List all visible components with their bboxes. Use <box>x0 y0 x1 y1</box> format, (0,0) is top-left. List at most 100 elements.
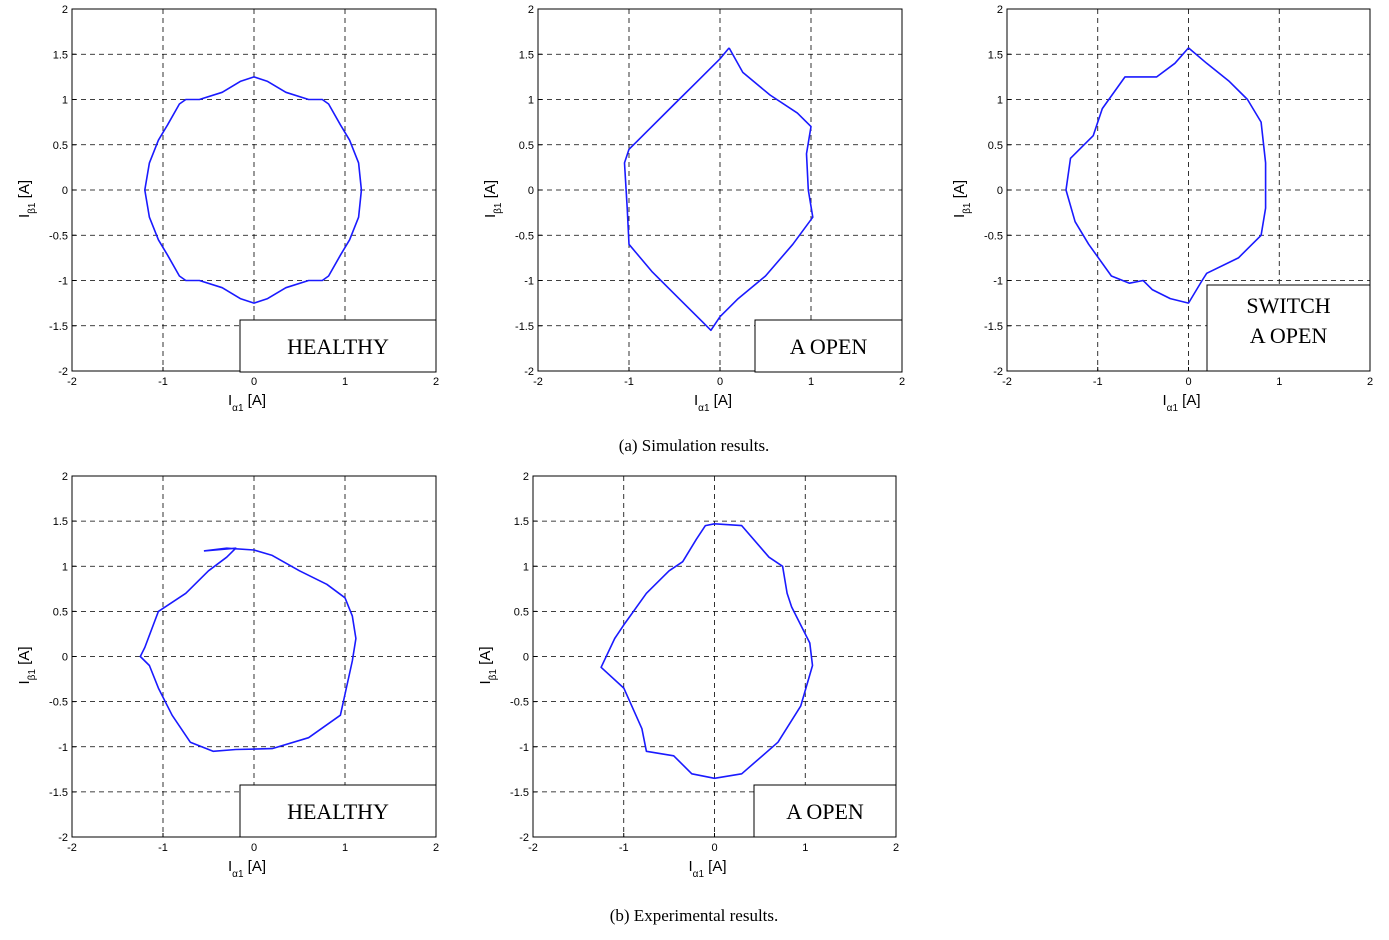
y-tick-label: -0.5 <box>515 230 534 242</box>
y-tick-label: 0.5 <box>53 140 68 152</box>
y-tick-label: 2 <box>62 4 68 16</box>
x-axis-label: Iα1 [A] <box>1163 392 1201 414</box>
y-tick-label: -1.5 <box>49 787 68 799</box>
plot-panel-3: -2 -1 0 1 2 2 1.5 1 0.5 0 -0.5 -1 -1.5 -2 Iα1 [A] Iβ1 [… <box>951 4 1373 414</box>
y-tick-label: 1.5 <box>519 49 534 61</box>
y-tick-label: -1 <box>993 276 1003 288</box>
y-axis-label: Iβ1 [A] <box>16 646 38 684</box>
condition-label-box <box>1206 284 1371 372</box>
x-tick-label: 2 <box>893 842 899 854</box>
x-tick-label: 1 <box>342 376 348 388</box>
y-tick-label: 0.5 <box>514 606 529 618</box>
y-tick-label: -2 <box>58 832 68 844</box>
current-trajectory-line <box>600 523 814 780</box>
y-tick-label: -0.5 <box>49 230 68 242</box>
x-tick-label: -1 <box>1093 376 1103 388</box>
y-tick-label: -1.5 <box>49 321 68 333</box>
x-tick-label: 2 <box>433 376 439 388</box>
y-tick-label: -2 <box>519 832 529 844</box>
y-tick-label: 0.5 <box>988 140 1003 152</box>
x-tick-label: 1 <box>808 376 814 388</box>
x-axis-label: Iα1 [A] <box>228 392 266 414</box>
x-tick-label: 2 <box>1367 376 1373 388</box>
condition-label-text: A OPEN <box>786 799 864 824</box>
y-tick-label: -1.5 <box>510 787 529 799</box>
x-tick-label: -2 <box>528 842 538 854</box>
x-tick-label: 2 <box>433 842 439 854</box>
y-tick-label: 1.5 <box>514 516 529 528</box>
x-tick-label: -1 <box>158 376 168 388</box>
x-tick-label: -2 <box>533 376 543 388</box>
y-tick-label: 1 <box>523 561 529 573</box>
y-tick-label: -0.5 <box>984 230 1003 242</box>
y-tick-label: -0.5 <box>510 697 529 709</box>
x-tick-label: 0 <box>251 842 257 854</box>
y-tick-label: 0 <box>997 185 1003 197</box>
y-tick-label: -1 <box>524 276 534 288</box>
y-axis-label: Iβ1 [A] <box>16 180 38 218</box>
current-trajectory-line <box>1065 47 1267 304</box>
y-axis-label: Iβ1 [A] <box>482 180 504 218</box>
y-axis-label: Iβ1 [A] <box>951 180 973 218</box>
x-axis-label: Iα1 [A] <box>689 858 727 880</box>
x-axis-label: Iα1 [A] <box>228 858 266 880</box>
y-tick-label: -0.5 <box>49 697 68 709</box>
x-tick-label: 1 <box>802 842 808 854</box>
condition-label-text: HEALTHY <box>287 334 389 359</box>
y-tick-label: -1 <box>519 742 529 754</box>
condition-label-box <box>239 784 437 838</box>
condition-label-text: HEALTHY <box>287 799 389 824</box>
condition-label-text: A OPEN <box>1250 323 1328 348</box>
y-tick-label: 0 <box>62 652 68 664</box>
x-tick-label: 0 <box>251 376 257 388</box>
x-tick-label: 2 <box>899 376 905 388</box>
y-tick-label: 1.5 <box>53 516 68 528</box>
y-tick-label: 1.5 <box>53 49 68 61</box>
current-trajectory-line <box>144 76 363 304</box>
plot-panel-1: -2 -1 0 1 2 2 1.5 1 0.5 0 -0.5 -1 -1.5 -2 Iα1 [A] Iβ1 [… <box>16 4 439 414</box>
y-tick-label: 1 <box>528 95 534 107</box>
y-tick-label: 1.5 <box>988 49 1003 61</box>
x-tick-label: -2 <box>1002 376 1012 388</box>
y-tick-label: -1 <box>58 276 68 288</box>
y-tick-label: 2 <box>62 471 68 483</box>
y-tick-label: 1 <box>62 95 68 107</box>
y-tick-label: 0.5 <box>53 606 68 618</box>
y-tick-label: 0 <box>523 652 529 664</box>
y-tick-label: 1 <box>997 95 1003 107</box>
condition-label-box <box>754 319 903 373</box>
x-tick-label: -1 <box>158 842 168 854</box>
y-tick-label: -2 <box>993 366 1003 378</box>
y-tick-label: 2 <box>528 4 534 16</box>
y-tick-label: -2 <box>58 366 68 378</box>
x-tick-label: 1 <box>1276 376 1282 388</box>
y-tick-label: -1.5 <box>515 321 534 333</box>
y-tick-label: 0 <box>528 185 534 197</box>
x-axis-label: Iα1 [A] <box>694 392 732 414</box>
x-tick-label: 1 <box>342 842 348 854</box>
plot-panel-5: -2 -1 0 1 2 2 1.5 1 0.5 0 -0.5 -1 -1.5 -2 Iα1 [A] Iβ1 [… <box>477 471 899 880</box>
plot-panel-4: -2 -1 0 1 2 2 1.5 1 0.5 0 -0.5 -1 -1.5 -2 Iα1 [A] Iβ1 [… <box>16 471 439 880</box>
caption-simulation: (a) Simulation results. <box>619 436 770 455</box>
condition-label-text: A OPEN <box>790 334 868 359</box>
y-tick-label: -1.5 <box>984 321 1003 333</box>
condition-label-box <box>753 784 897 838</box>
caption-experimental: (b) Experimental results. <box>610 906 779 925</box>
x-tick-label: -2 <box>67 376 77 388</box>
y-tick-label: 0 <box>62 185 68 197</box>
current-trajectory-line <box>623 47 814 332</box>
plot-panel-2: -2 -1 0 1 2 2 1.5 1 0.5 0 -0.5 -1 -1.5 -2 Iα1 [A] Iβ1 [… <box>482 4 905 414</box>
y-tick-label: -2 <box>524 366 534 378</box>
current-trajectory-line <box>139 547 357 753</box>
y-tick-label: 2 <box>523 471 529 483</box>
y-axis-label: Iβ1 [A] <box>477 646 499 684</box>
x-tick-label: -2 <box>67 842 77 854</box>
x-tick-label: -1 <box>619 842 629 854</box>
y-tick-label: 1 <box>62 561 68 573</box>
x-tick-label: 0 <box>1185 376 1191 388</box>
x-tick-label: 0 <box>711 842 717 854</box>
y-tick-label: 0.5 <box>519 140 534 152</box>
y-tick-label: -1 <box>58 742 68 754</box>
y-tick-label: 2 <box>997 4 1003 16</box>
